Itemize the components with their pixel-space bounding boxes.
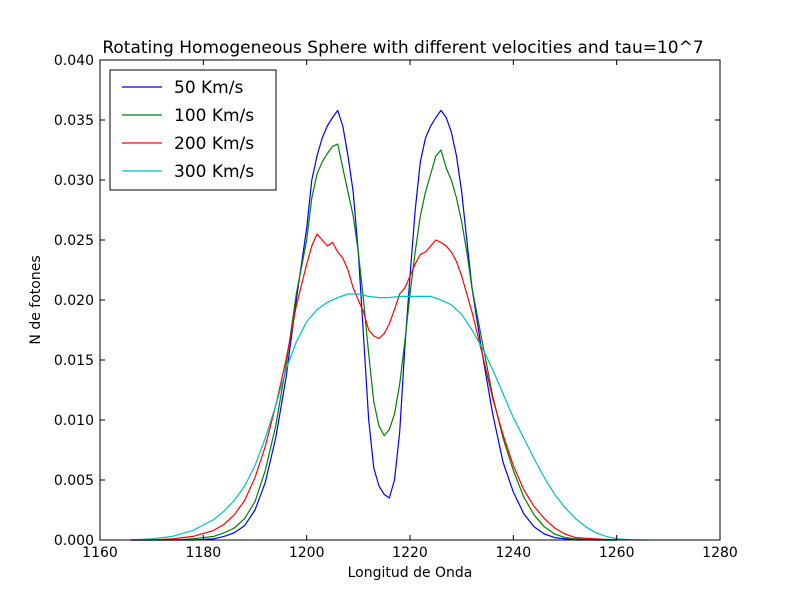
x-tick-label: 1220 xyxy=(392,545,428,561)
legend-label-2: 200 Km/s xyxy=(174,134,254,154)
y-tick-label: 0.010 xyxy=(54,413,94,429)
series-line-3 xyxy=(130,293,648,541)
series-layer xyxy=(130,109,648,541)
y-axis-title: N de fotones xyxy=(28,255,44,344)
y-tick-label: 0.015 xyxy=(54,353,94,369)
x-tick-label: 1160 xyxy=(82,545,118,561)
y-tick-label: 0.000 xyxy=(54,533,94,549)
x-tick-label: 1240 xyxy=(496,545,532,561)
x-tick-label: 1180 xyxy=(186,545,222,561)
legend-label-3: 300 Km/s xyxy=(174,162,254,182)
series-line-2 xyxy=(131,233,617,541)
legend-label-1: 100 Km/s xyxy=(174,106,254,126)
y-tick-label: 0.005 xyxy=(54,473,94,489)
x-tick-label: 1200 xyxy=(289,545,325,561)
series-line-0 xyxy=(131,109,617,541)
chart-title: Rotating Homogeneous Sphere with differe… xyxy=(102,38,703,58)
y-tick-label: 0.025 xyxy=(54,233,94,249)
legend-label-0: 50 Km/s xyxy=(174,78,243,98)
legend-box xyxy=(109,69,277,191)
x-tick-label: 1280 xyxy=(702,545,738,561)
y-tick-label: 0.020 xyxy=(54,293,94,309)
x-axis-title: Longitud de Onda xyxy=(348,565,473,581)
legend: 50 Km/s 100 Km/s 200 Km/s 300 Km/s xyxy=(109,69,277,191)
y-tick-label: 0.040 xyxy=(54,53,94,69)
y-tick-label: 0.030 xyxy=(54,173,94,189)
y-tick-label: 0.035 xyxy=(54,113,94,129)
ticks-layer: 1160 1180 1200 1220 1240 1260 1280 0.000 0.005 0.… xyxy=(54,53,738,561)
x-tick-label: 1260 xyxy=(599,545,635,561)
